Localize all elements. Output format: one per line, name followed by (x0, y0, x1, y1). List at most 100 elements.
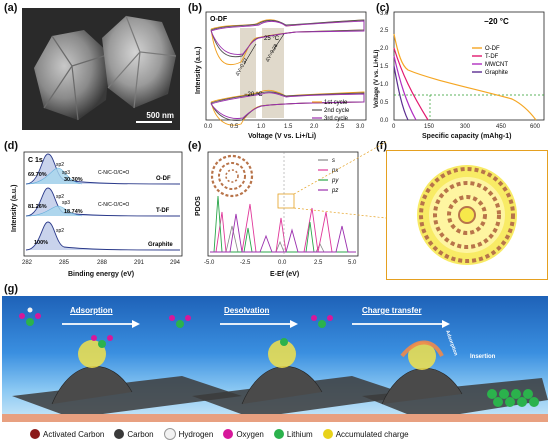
xps-odf-sp3 (25, 167, 83, 185)
legend-oxygen-label: Oxygen (236, 429, 264, 439)
panel-label-d: (d) (4, 140, 19, 152)
cv-band-2 (262, 28, 284, 118)
pdos-legend-py: py (331, 178, 339, 184)
capacity-curve-tdf (393, 47, 429, 121)
panel-label-e: (e) (188, 140, 202, 152)
xps-tdf-sp3-label: sp3 (62, 200, 70, 206)
xps-tdf-sp2: sp2 (56, 194, 64, 200)
pdos-chart: s px py pz -5.0 -2.5 0.0 2.5 5.0 E-Ef (e… (195, 151, 359, 278)
delta-arrow-2 (271, 33, 285, 53)
pdos-xtick-1: -2.5 (240, 260, 251, 266)
carbon-icon (114, 429, 125, 439)
oxygen-icon (223, 429, 234, 439)
step-charge-transfer: Charge transfer (362, 306, 422, 315)
capacity-legend: O-DF T-DF MWCNT Graphite (472, 46, 509, 76)
pdos-legend-px: px (331, 168, 339, 174)
legend-accumulated-charge-label: Accumulated charge (335, 429, 409, 439)
sem-image: 500 nm (22, 8, 180, 130)
pdos-molecule-inset (210, 154, 254, 198)
mechanism-graphics (2, 307, 548, 422)
xps-odf-sp3-pct: 30.30% (64, 177, 83, 183)
xps-xtick-4: 294 (170, 260, 181, 266)
cv-temp-top: 25 °C (264, 36, 280, 42)
cv-legend-1: 1st cycle (324, 100, 348, 106)
panel-label-a: (a) (4, 2, 18, 14)
capacity-xtick-3: 450 (496, 124, 507, 130)
cv-xlabel: Voltage (V vs. Li+/Li) (248, 133, 316, 140)
solvent-molecule-3 (311, 315, 333, 328)
capacity-yticks: 0.0 0.5 1.0 1.5 2.0 2.5 3.0 (380, 11, 389, 124)
capacity-xlabel: Specific capacity (mAhg-1) (422, 133, 511, 140)
cv-xtick-3: 1.5 (284, 124, 293, 130)
capacity-curve-odf (393, 33, 537, 121)
legend-activated-carbon: Activated Carbon (30, 429, 104, 439)
pdos-ylabel: PDOS (195, 196, 202, 216)
hydrogen-icon (163, 428, 176, 440)
xps-graphite-sp2: sp2 (56, 228, 64, 234)
cv-xtick-5: 2.5 (336, 124, 345, 130)
zoom-connector (293, 141, 387, 219)
legend-hydrogen-label: Hydrogen (178, 429, 214, 439)
pdos-series-s (210, 225, 356, 253)
graphene-sheet-3 (362, 340, 548, 420)
solvent-molecule-1 (19, 307, 41, 326)
pdos-legend: s px py pz (318, 158, 339, 194)
charge-density-image (386, 150, 548, 280)
capacity-legend-2: T-DF (485, 54, 499, 60)
xps-xlabel: Binding energy (eV) (68, 271, 134, 278)
xps-tdf-group: C-N/C-O/C=O (98, 202, 129, 208)
solvent-molecule-2 (169, 315, 191, 328)
xps-odf-sp2-pct: 69.70% (28, 172, 47, 178)
cv-ylabel: Intensity (a.u.) (195, 47, 202, 94)
legend-oxygen: Oxygen (223, 429, 264, 439)
cv-xtick-2: 1.0 (257, 124, 266, 130)
capacity-xtick-1: 150 (424, 124, 435, 130)
pdos-xtick-2: 0.0 (278, 260, 287, 266)
lithium-cluster (487, 389, 539, 407)
xps-graphite-name: Graphite (148, 242, 173, 248)
pdos-series-px (210, 203, 356, 253)
capacity-legend-4: Graphite (485, 70, 509, 76)
delta-arrow-1 (243, 43, 257, 65)
cv-legend: 1st cycle 2nd cycle 3rd cycle (312, 100, 350, 122)
step-desolvation: Desolvation (224, 306, 270, 315)
capacity-ytick-4: 2.0 (380, 46, 389, 52)
particle-left (34, 30, 110, 120)
xps-frame (23, 151, 183, 257)
pdos-xtick-4: 5.0 (348, 260, 357, 266)
cv-chart: 0.0 0.5 1.0 1.5 2.0 2.5 3.0 Voltage (V v… (195, 11, 367, 140)
step-adsorption: Adsorption (70, 306, 113, 315)
capacity-legend-1: O-DF (485, 46, 500, 52)
panel-label-f: (f) (376, 140, 387, 152)
xps-xtick-1: 285 (59, 260, 70, 266)
graphene-sheet-2 (192, 340, 412, 418)
xps-chart: C 1s sp2 sp3 69.70% 30.30% C-N/C-O/C=O O… (11, 151, 183, 278)
capacity-ytick-3: 1.5 (380, 64, 389, 70)
cv-xtick-6: 3.0 (356, 124, 365, 130)
solvent-molecule-4 (91, 335, 113, 348)
pdos-series-pz (210, 213, 356, 253)
legend-lithium-label: Lithium (286, 429, 313, 439)
capacity-xtick-0: 0 (392, 124, 396, 130)
pdos-xlabel: E-Ef (eV) (270, 271, 299, 278)
sem-particles (22, 8, 180, 130)
cv-xtick-0: 0.0 (204, 124, 213, 130)
xps-odf-sp2: sp2 (56, 162, 64, 168)
xps-element: C 1s (28, 157, 43, 164)
xps-graphite-sp2-pct: 100% (34, 240, 48, 246)
panel-label-b: (b) (188, 2, 203, 14)
xps-tdf-sp3 (25, 205, 83, 217)
charge-density-molecule (417, 165, 517, 265)
xps-xtick-0: 282 (22, 260, 33, 266)
scale-bar-label: 500 nm (146, 111, 174, 120)
pdos-series-py (210, 195, 356, 253)
legend-hydrogen: Hydrogen (163, 428, 214, 440)
step-insertion: Insertion (470, 354, 496, 360)
capacity-xticks: 0 150 300 450 600 (392, 124, 541, 130)
legend-lithium: Lithium (273, 429, 313, 439)
capacity-xtick-2: 300 (460, 124, 471, 130)
legend-accumulated-charge: Accumulated charge (322, 429, 409, 439)
xps-ylabel: Intensity (a.u.) (11, 185, 18, 232)
cv-xtick-1: 0.5 (230, 124, 239, 130)
capacity-ytick-6: 3.0 (380, 11, 389, 17)
